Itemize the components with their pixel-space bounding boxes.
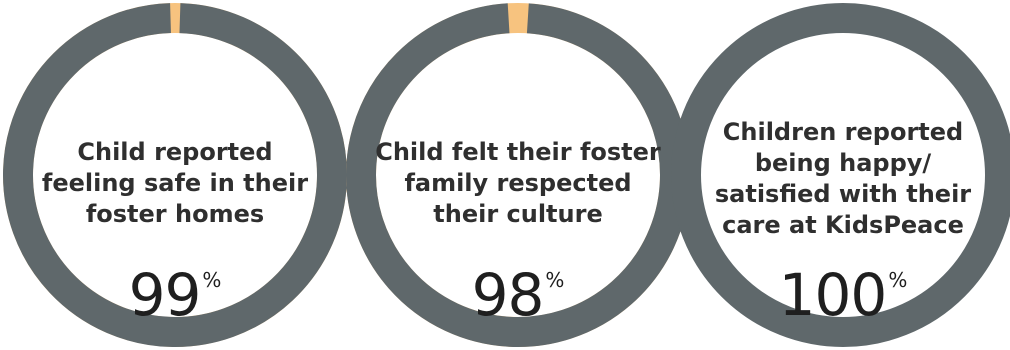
donut-ring	[3, 3, 347, 347]
stat-safe-in-foster-home: Child reported feeling safe in their fos…	[0, 0, 350, 350]
percent-sign: %	[888, 268, 908, 292]
donut-ring	[671, 3, 1010, 347]
stat-culture-respected: Child felt their foster family respected…	[343, 0, 693, 350]
percent-sign: %	[545, 268, 565, 292]
ring-value-segment	[3, 3, 347, 347]
stat-value: 100%	[668, 266, 1010, 324]
stat-label: Child felt their foster family respected…	[375, 138, 661, 228]
stat-label: Child reported feeling safe in their fos…	[41, 138, 309, 228]
stat-value-number: 98	[471, 261, 545, 329]
stat-label: Children reported being happy/ satisfied…	[714, 118, 972, 239]
stat-value-number: 99	[128, 261, 202, 329]
percent-sign: %	[202, 268, 222, 292]
ring-value-segment	[671, 3, 1010, 347]
stat-value: 98%	[343, 266, 693, 324]
stat-value: 99%	[0, 266, 350, 324]
stat-value-number: 100	[778, 261, 888, 329]
stat-happy-with-care: Children reported being happy/ satisfied…	[668, 0, 1010, 350]
